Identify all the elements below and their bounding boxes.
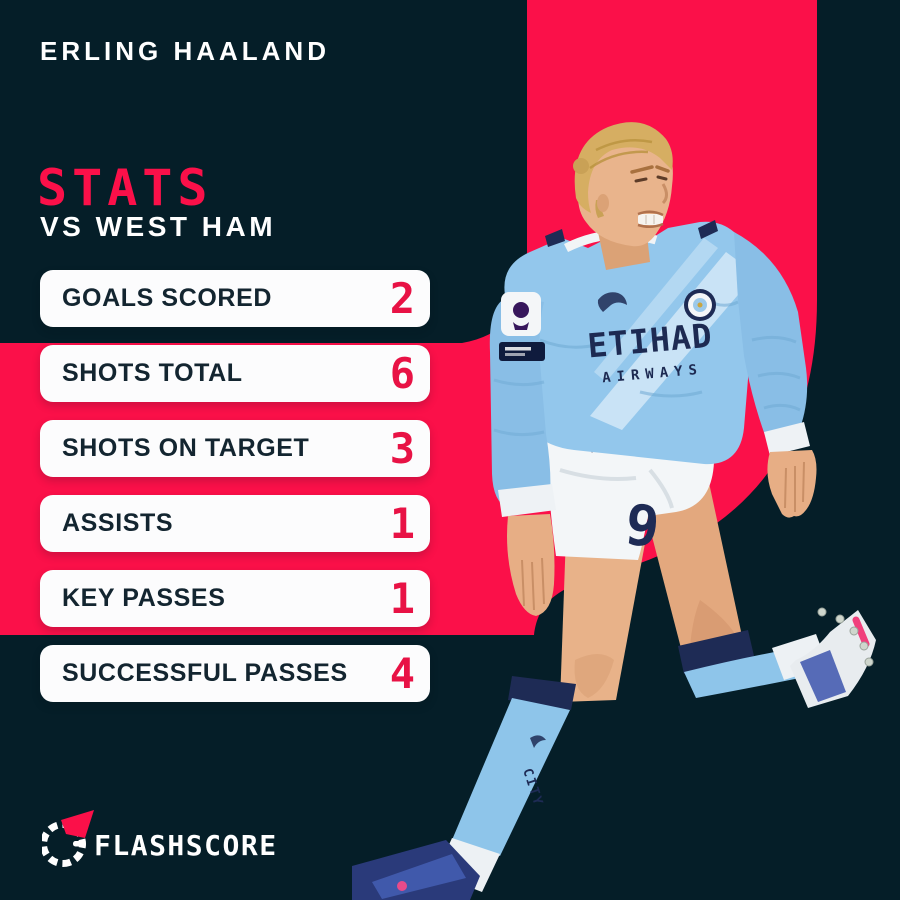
- kit-maker-logo: [597, 292, 627, 312]
- stat-label: ASSISTS: [62, 509, 174, 537]
- stat-value: 2: [389, 273, 415, 323]
- player-left-arm: [489, 292, 556, 616]
- stat-value: 3: [389, 423, 415, 473]
- stat-value: 4: [389, 648, 415, 698]
- player-back-leg: [640, 478, 876, 708]
- stat-label: SHOTS ON TARGET: [62, 434, 310, 462]
- flashscore-ring-icon: [42, 810, 94, 867]
- stat-value: 6: [389, 348, 415, 398]
- player-torso: ETIHAD AIRWAYS: [504, 220, 767, 465]
- stat-label: KEY PASSES: [62, 584, 226, 612]
- player-head: [573, 122, 673, 270]
- player-name-heading: ERLING HAALAND: [40, 36, 330, 66]
- stat-label: GOALS SCORED: [62, 284, 272, 312]
- stat-row-shots-on-target: SHOTS ON TARGET 3: [40, 420, 430, 477]
- stats-title: STATS: [37, 159, 213, 217]
- stats-subtitle: VS WEST HAM: [40, 211, 277, 242]
- stat-row-shots-total: SHOTS TOTAL 6: [40, 345, 430, 402]
- stat-row-assists: ASSISTS 1: [40, 495, 430, 552]
- stat-label: SHOTS TOTAL: [62, 359, 243, 387]
- stat-value: 1: [389, 573, 415, 623]
- club-badge: [684, 289, 716, 321]
- flashscore-wordmark: FLASHSCORE: [94, 829, 278, 862]
- stat-row-goals-scored: GOALS SCORED 2: [40, 270, 430, 327]
- stat-row-key-passes: KEY PASSES 1: [40, 570, 430, 627]
- sleeve-sponsor-patch: [499, 342, 545, 361]
- stat-label: SUCCESSFUL PASSES: [62, 659, 348, 687]
- shorts-number: 9: [622, 492, 663, 561]
- stat-value: 1: [389, 498, 415, 548]
- stat-row-successful-passes: SUCCESSFUL PASSES 4: [40, 645, 430, 702]
- flashscore-logo: FLASHSCORE: [42, 810, 278, 867]
- player-front-leg: CITY: [352, 535, 646, 900]
- flashscore-pennant-icon: [61, 810, 94, 838]
- player-right-arm: [734, 232, 817, 518]
